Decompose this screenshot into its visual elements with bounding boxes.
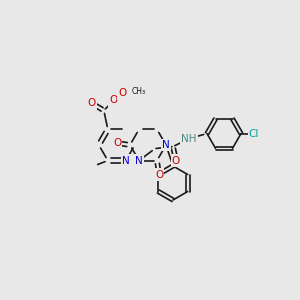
Text: O: O <box>88 98 96 108</box>
Text: O: O <box>155 169 163 180</box>
Text: N: N <box>135 156 143 166</box>
Text: O: O <box>119 88 127 98</box>
Text: O: O <box>172 156 180 166</box>
Text: N: N <box>162 140 170 150</box>
Text: NH: NH <box>181 134 197 144</box>
Text: Cl: Cl <box>249 129 259 139</box>
Text: CH₃: CH₃ <box>132 87 146 96</box>
Text: O: O <box>110 95 118 105</box>
Text: O: O <box>113 138 121 148</box>
Text: N: N <box>122 156 130 166</box>
